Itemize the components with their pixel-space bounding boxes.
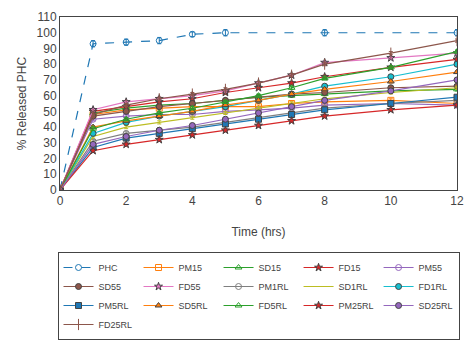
svg-text:SD5RL: SD5RL: [179, 301, 208, 311]
svg-text:FD15: FD15: [339, 263, 361, 273]
svg-text:20: 20: [43, 152, 57, 166]
svg-text:SD1RL: SD1RL: [339, 282, 368, 292]
svg-text:80: 80: [43, 57, 57, 71]
svg-text:SD25RL: SD25RL: [419, 301, 453, 311]
svg-text:90: 90: [43, 42, 57, 56]
svg-text:Time (hrs): Time (hrs): [231, 225, 285, 239]
svg-text:60: 60: [43, 89, 57, 103]
svg-text:SD15: SD15: [259, 263, 282, 273]
svg-text:PM5RL: PM5RL: [99, 301, 129, 311]
svg-text:PM1RL: PM1RL: [259, 282, 289, 292]
svg-text:4: 4: [189, 194, 196, 208]
svg-text:FD55: FD55: [179, 282, 201, 292]
svg-text:70: 70: [43, 73, 57, 87]
svg-text:40: 40: [43, 120, 57, 134]
svg-text:FD5RL: FD5RL: [259, 301, 288, 311]
svg-text:SD55: SD55: [99, 282, 122, 292]
svg-text:2: 2: [123, 194, 130, 208]
svg-text:0: 0: [50, 183, 57, 197]
svg-text:PHC: PHC: [99, 263, 119, 273]
svg-text:8: 8: [321, 194, 328, 208]
svg-text:110: 110: [37, 10, 56, 24]
svg-text:0: 0: [57, 194, 64, 208]
svg-text:FD25RL: FD25RL: [99, 320, 133, 330]
svg-text:PM55: PM55: [419, 263, 443, 273]
svg-text:% Released PHC: % Released PHC: [15, 56, 29, 150]
svg-text:PM25RL: PM25RL: [339, 301, 374, 311]
svg-text:10: 10: [43, 167, 57, 181]
svg-text:10: 10: [384, 194, 398, 208]
svg-text:FD1RL: FD1RL: [419, 282, 448, 292]
svg-text:30: 30: [43, 136, 57, 150]
svg-text:PM15: PM15: [179, 263, 203, 273]
svg-text:100: 100: [37, 26, 57, 40]
svg-text:12: 12: [450, 194, 464, 208]
svg-text:6: 6: [255, 194, 262, 208]
svg-text:50: 50: [43, 105, 57, 119]
